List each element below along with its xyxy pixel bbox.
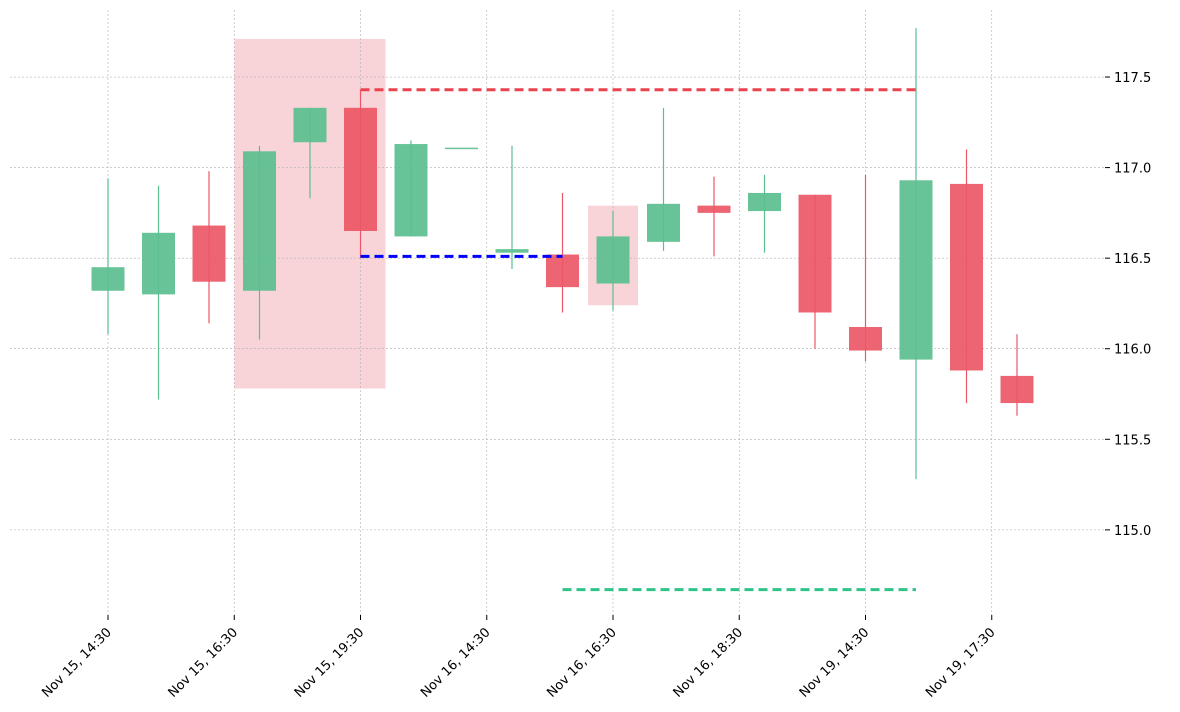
candle-body-bullish — [748, 192, 781, 212]
candle-body-bearish — [344, 107, 377, 231]
x-tick-label: Nov 16, 16:30 — [544, 625, 620, 701]
highlight-zones — [234, 38, 638, 389]
x-tick-label: Nov 19, 14:30 — [797, 625, 873, 701]
y-tick-label: 116.5 — [1114, 252, 1151, 267]
candle-body-bearish — [1000, 375, 1034, 404]
y-tick-label: 116.0 — [1114, 343, 1151, 358]
candle-body-bearish — [546, 254, 579, 288]
y-tick-label: 115.0 — [1114, 524, 1151, 539]
x-tick-label: Nov 16, 18:30 — [671, 625, 747, 701]
candle-body-bullish — [495, 249, 529, 253]
candle-body-bullish — [899, 180, 933, 360]
candle-body-bearish — [950, 183, 983, 371]
candle-body-bearish — [697, 205, 731, 213]
x-tick-label: Nov 15, 19:30 — [292, 625, 368, 701]
x-tick-label: Nov 16, 14:30 — [418, 625, 494, 701]
y-tick-label: 117.5 — [1114, 71, 1151, 86]
candle-body-bullish — [394, 144, 428, 237]
candle-body-bullish — [243, 151, 276, 291]
reference-lines — [360, 88, 916, 592]
y-tick-label: 117.0 — [1114, 162, 1151, 177]
y-tick-label: 115.5 — [1114, 433, 1151, 448]
candle-body-bullish — [647, 203, 680, 242]
x-tick-label: Nov 15, 14:30 — [39, 625, 115, 701]
candle-body-bearish — [192, 225, 226, 282]
candles — [91, 28, 1034, 480]
y-axis: 115.0 115.5 116.0 116.5 117.0 117.5 — [1105, 71, 1151, 539]
grid-lines — [10, 10, 1105, 615]
candle-body-bullish — [293, 107, 327, 143]
x-tick-label: Nov 19, 17:30 — [923, 625, 999, 701]
x-tick-label: Nov 15, 16:30 — [166, 625, 242, 701]
candle-body-bullish — [596, 236, 630, 284]
candle-body-bearish — [798, 194, 832, 313]
x-axis: Nov 15, 14:30 Nov 15, 16:30 Nov 15, 19:30 N… — [39, 615, 999, 701]
candle-body-bullish — [142, 232, 175, 295]
candle-body-bearish — [849, 326, 882, 351]
candle-body-bullish — [91, 267, 125, 291]
candle-body-bullish — [445, 147, 478, 150]
